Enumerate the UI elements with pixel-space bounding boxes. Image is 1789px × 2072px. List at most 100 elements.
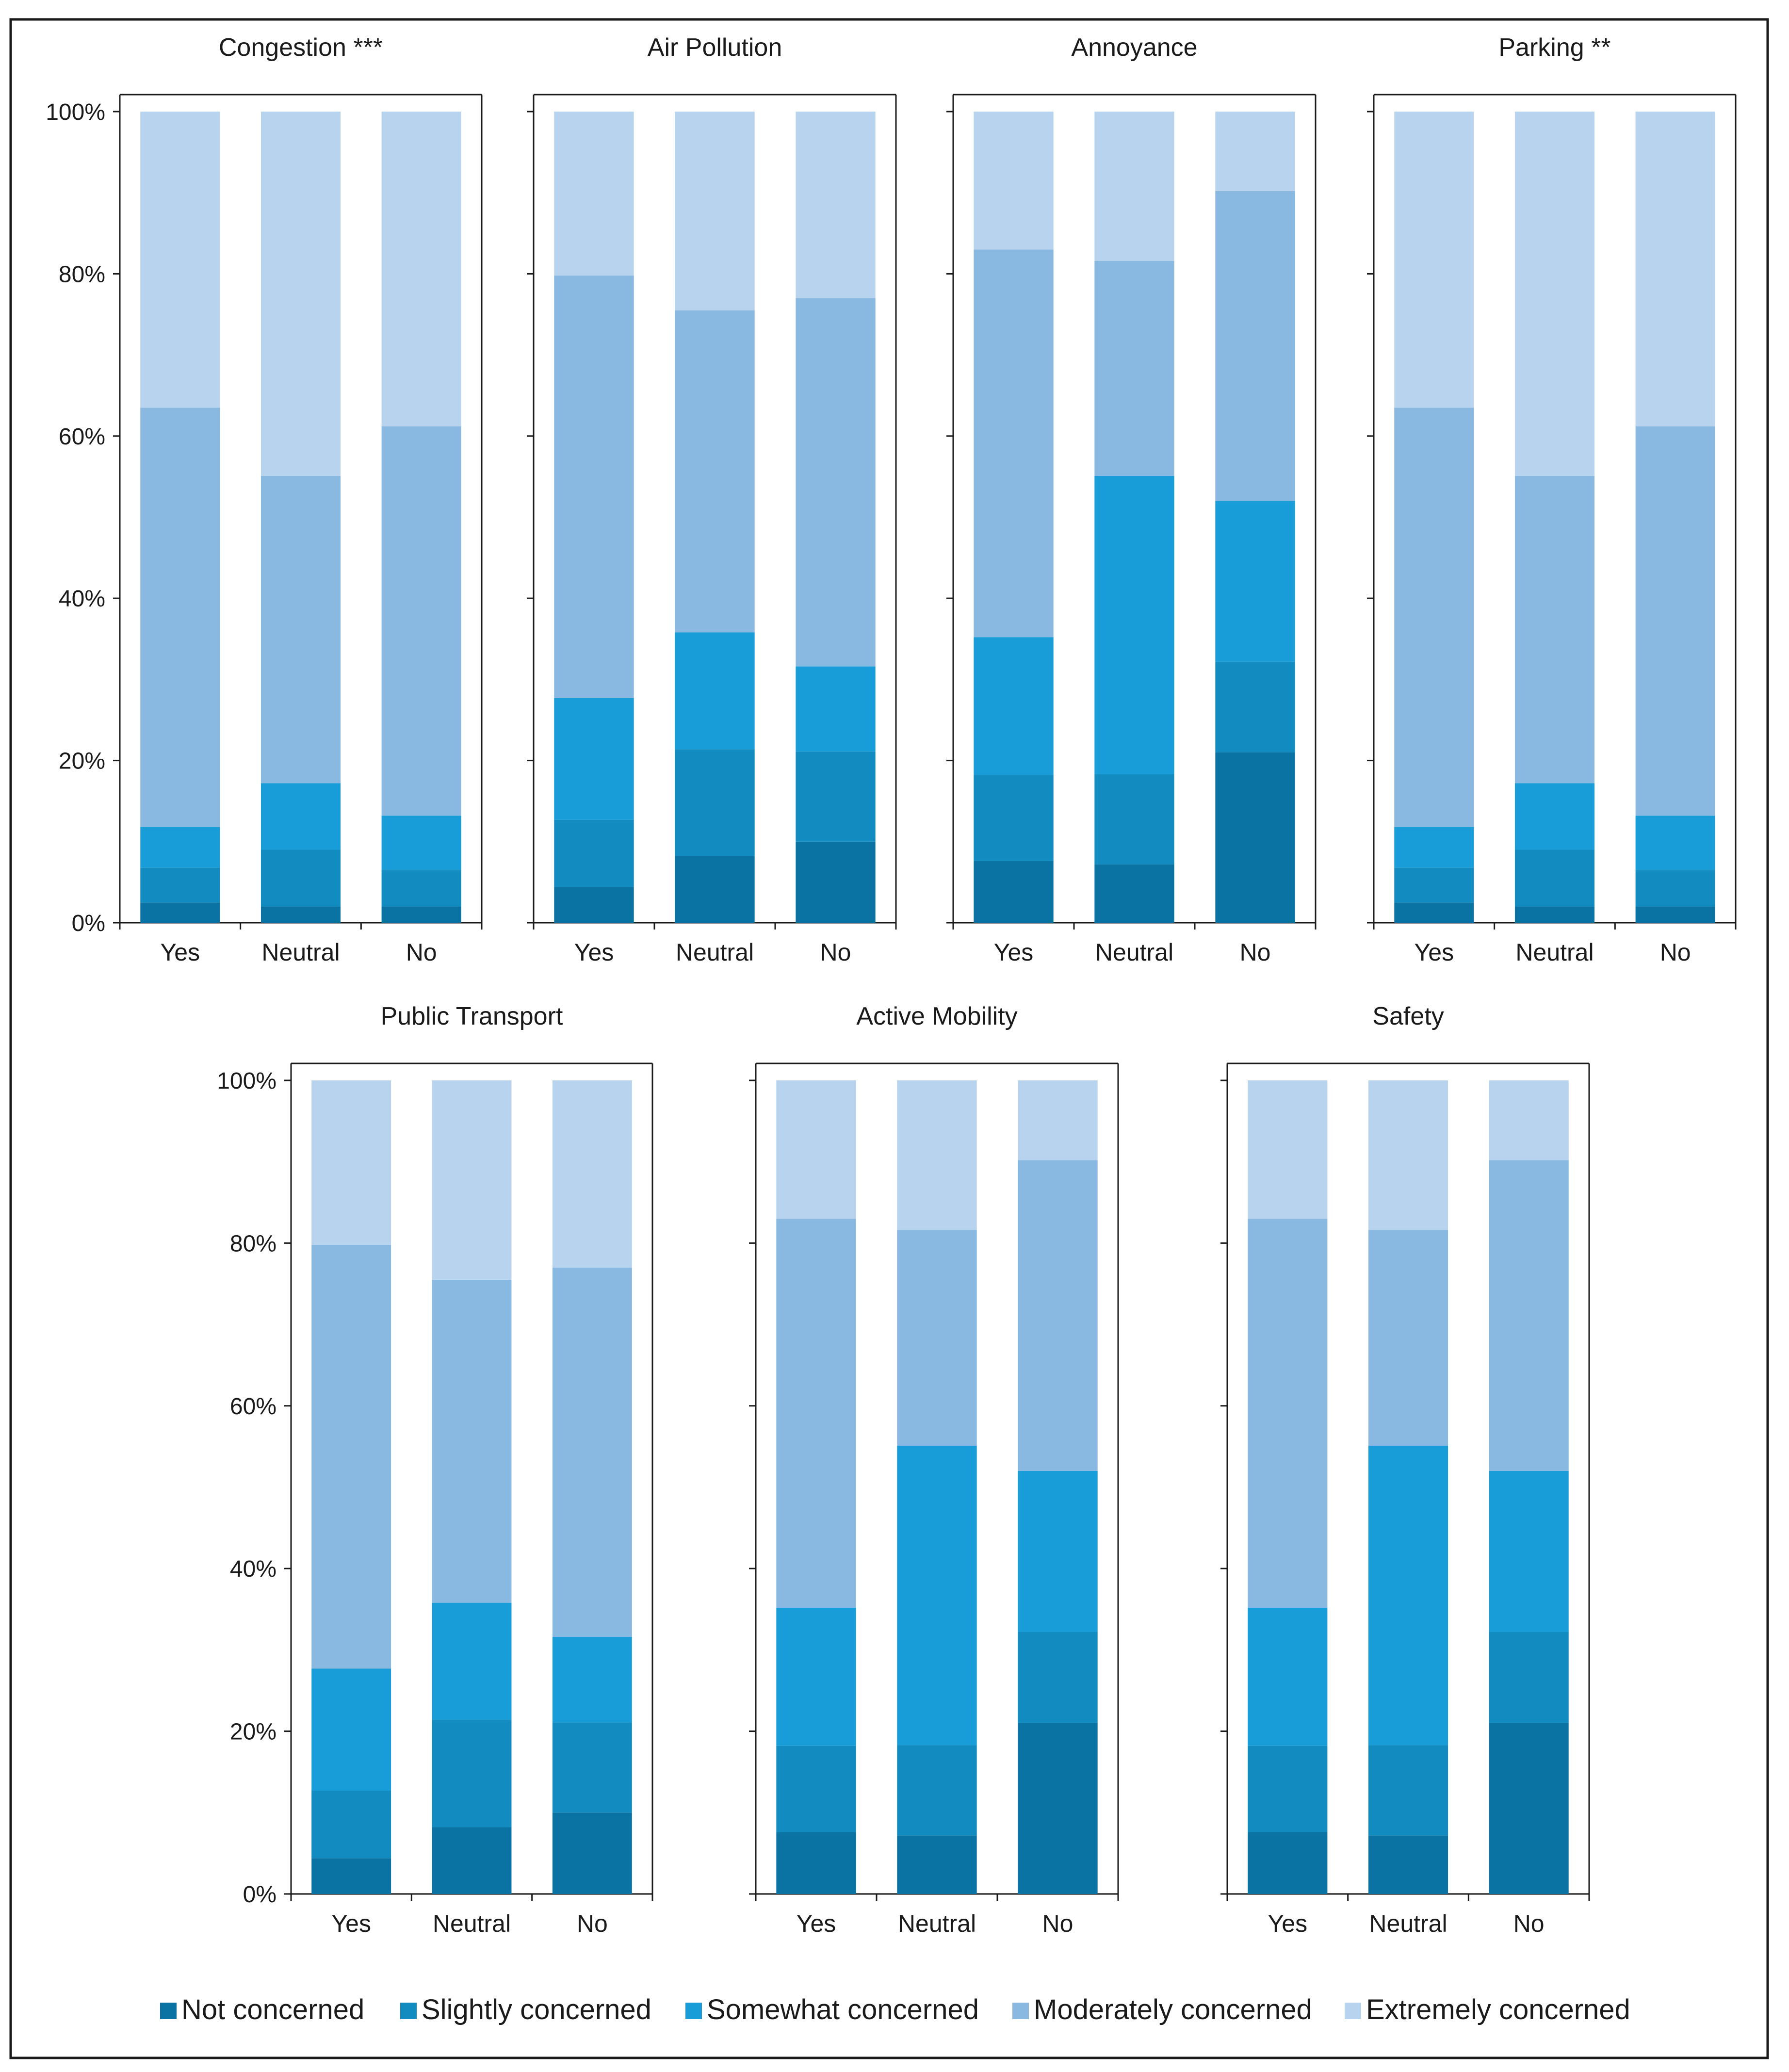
bar-segment-moderately-concerned-yes xyxy=(974,249,1054,637)
panel-parking: Parking ** Yes Neutral No xyxy=(1367,33,1737,966)
bar-segment-slightly-concerned-yes xyxy=(1394,867,1474,903)
bar-segment-extremely-concerned-yes xyxy=(1248,1080,1328,1219)
x-tick-label: Yes xyxy=(574,939,614,966)
bar-segment-not-concerned-no xyxy=(1018,1723,1098,1894)
panel-safety: Safety Yes Neutral No xyxy=(1220,1002,1590,1937)
bar-segment-slightly-concerned-neutral xyxy=(897,1745,977,1836)
y-tick-label: 100% xyxy=(217,1068,276,1094)
bar-stack-neutral xyxy=(1514,112,1595,923)
bar-segment-somewhat-concerned-yes xyxy=(1248,1607,1328,1746)
bar-segment-slightly-concerned-no xyxy=(1635,870,1715,907)
bar-segment-somewhat-concerned-yes xyxy=(311,1668,391,1791)
bar-segment-somewhat-concerned-neutral xyxy=(1368,1445,1448,1746)
bar-stack-yes xyxy=(140,112,220,923)
bar-segment-somewhat-concerned-yes xyxy=(1394,827,1474,868)
legend-label-not-concerned: Not concerned xyxy=(181,1994,364,2025)
bar-segment-not-concerned-yes xyxy=(974,861,1054,923)
x-tick-label: No xyxy=(1513,1910,1545,1937)
bar-segment-not-concerned-neutral xyxy=(1094,864,1174,923)
bar-segment-extremely-concerned-yes xyxy=(554,112,634,276)
bar-segment-slightly-concerned-neutral xyxy=(260,849,341,907)
bar-segment-extremely-concerned-no xyxy=(1018,1080,1098,1160)
bar-stack-neutral xyxy=(432,1080,512,1894)
bar-segment-extremely-concerned-neutral xyxy=(1094,112,1174,261)
bar-stack-neutral xyxy=(1368,1080,1448,1894)
bar-segment-extremely-concerned-neutral xyxy=(1368,1080,1448,1230)
bar-segment-moderately-concerned-yes xyxy=(554,275,634,698)
bar-segment-moderately-concerned-no xyxy=(1489,1160,1569,1471)
bar-segment-extremely-concerned-yes xyxy=(311,1080,391,1245)
bar-segment-not-concerned-no xyxy=(552,1812,632,1894)
bar-segment-extremely-concerned-no xyxy=(796,112,876,298)
legend-label-slightly-concerned: Slightly concerned xyxy=(422,1994,651,2025)
chart-title: Public Transport xyxy=(381,1002,563,1030)
chart-title: Safety xyxy=(1372,1002,1444,1030)
panel-air-pollution: Air Pollution Yes Neutral No xyxy=(527,33,897,966)
bar-segment-extremely-concerned-yes xyxy=(1394,112,1474,408)
bar-segment-extremely-concerned-neutral xyxy=(432,1080,512,1280)
bar-stack-neutral xyxy=(675,112,755,923)
bar-segment-not-concerned-neutral xyxy=(260,906,341,923)
bar-segment-slightly-concerned-neutral xyxy=(1094,774,1174,865)
y-tick-label: 80% xyxy=(230,1231,276,1256)
bar-segment-slightly-concerned-no xyxy=(552,1722,632,1813)
x-tick-label: Yes xyxy=(1268,1910,1308,1937)
chart-title: Congestion *** xyxy=(219,33,383,62)
x-tick-label: Yes xyxy=(797,1910,836,1937)
bar-stack-neutral xyxy=(897,1080,977,1894)
legend-label-somewhat-concerned: Somewhat concerned xyxy=(707,1994,979,2025)
bar-segment-slightly-concerned-yes xyxy=(1248,1746,1328,1832)
bar-segment-somewhat-concerned-no xyxy=(796,666,876,752)
bar-segment-slightly-concerned-no xyxy=(796,751,876,842)
bar-stack-yes xyxy=(1394,112,1474,923)
bar-segment-somewhat-concerned-neutral xyxy=(897,1445,977,1746)
bar-segment-somewhat-concerned-neutral xyxy=(1514,783,1595,850)
bar-stack-no xyxy=(381,112,461,923)
x-tick-label: Neutral xyxy=(1095,939,1173,966)
bar-stack-no xyxy=(1635,112,1715,923)
bar-segment-extremely-concerned-neutral xyxy=(897,1080,977,1230)
y-tick-label: 0% xyxy=(243,1882,276,1908)
chart-title: Air Pollution xyxy=(648,33,782,62)
x-tick-label: No xyxy=(577,1910,608,1937)
x-tick-label: No xyxy=(1660,939,1691,966)
bar-segment-slightly-concerned-neutral xyxy=(432,1720,512,1827)
legend-label-moderately-concerned: Moderately concerned xyxy=(1034,1994,1312,2025)
bar-segment-moderately-concerned-yes xyxy=(776,1219,856,1608)
bar-segment-somewhat-concerned-yes xyxy=(974,637,1054,775)
bar-stack-yes xyxy=(776,1080,856,1894)
bar-stack-no xyxy=(796,112,876,923)
bar-segment-slightly-concerned-no xyxy=(381,870,461,907)
bar-segment-slightly-concerned-neutral xyxy=(675,749,755,856)
chart-title: Annoyance xyxy=(1071,33,1197,62)
x-tick-label: Yes xyxy=(994,939,1034,966)
bar-segment-slightly-concerned-yes xyxy=(140,867,220,903)
legend-swatch-not-concerned xyxy=(160,2003,177,2019)
y-tick-label: 40% xyxy=(230,1556,276,1582)
bar-stack-yes xyxy=(554,112,634,923)
x-tick-label: No xyxy=(1240,939,1271,966)
bar-segment-moderately-concerned-yes xyxy=(1394,408,1474,827)
bar-segment-not-concerned-yes xyxy=(1394,902,1474,923)
bar-segment-extremely-concerned-no xyxy=(1635,112,1715,426)
legend-swatch-extremely-concerned xyxy=(1345,2003,1361,2019)
bar-segment-not-concerned-neutral xyxy=(897,1835,977,1894)
panel-public-transport: Public Transport 0% 20% 40% 60% 80% 100% Yes Neu… xyxy=(217,1002,653,1937)
bar-segment-slightly-concerned-yes xyxy=(974,775,1054,861)
bar-segment-moderately-concerned-neutral xyxy=(1094,261,1174,476)
bar-segment-somewhat-concerned-no xyxy=(552,1637,632,1723)
bar-segment-extremely-concerned-neutral xyxy=(1514,112,1595,476)
bar-segment-somewhat-concerned-yes xyxy=(140,827,220,868)
legend-label-extremely-concerned: Extremely concerned xyxy=(1366,1994,1630,2025)
panel-congestion: Congestion *** 0% 20% 40% 60% 80% 100% Yes Neutr… xyxy=(46,33,483,966)
y-tick-label: 20% xyxy=(230,1719,276,1745)
panel-active-mobility: Active Mobility Yes Neutral No xyxy=(749,1002,1119,1937)
bar-segment-somewhat-concerned-no xyxy=(1489,1470,1569,1632)
bar-segment-not-concerned-neutral xyxy=(1514,906,1595,923)
chart-title: Active Mobility xyxy=(856,1002,1017,1030)
bar-segment-somewhat-concerned-no xyxy=(1215,501,1295,662)
bar-stack-no xyxy=(1018,1080,1098,1894)
bar-segment-somewhat-concerned-yes xyxy=(554,698,634,820)
bar-segment-not-concerned-no xyxy=(381,906,461,923)
x-tick-label: No xyxy=(406,939,437,966)
